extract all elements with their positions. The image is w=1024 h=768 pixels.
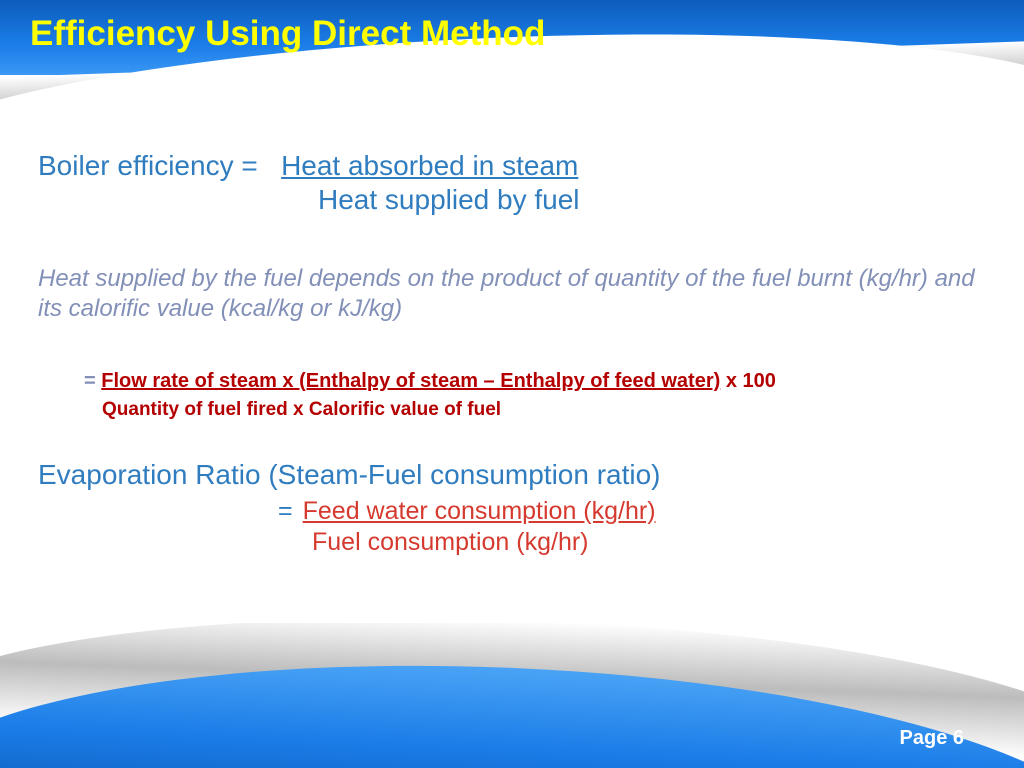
slide-title: Efficiency Using Direct Method: [30, 14, 545, 54]
evaporation-heading: Evaporation Ratio (Steam-Fuel consumptio…: [38, 459, 984, 491]
formula-numerator: Flow rate of steam x (Enthalpy of steam …: [101, 370, 720, 392]
boiler-eff-lhs: Boiler efficiency =: [38, 150, 258, 181]
slide-content: Boiler efficiency = Heat absorbed in ste…: [38, 150, 984, 557]
boiler-eff-line1: Boiler efficiency = Heat absorbed in ste…: [38, 150, 984, 182]
formula-block: = Flow rate of steam x (Enthalpy of stea…: [84, 370, 984, 421]
evap-denominator: Fuel consumption (kg/hr): [312, 528, 984, 557]
formula-numerator-line: = Flow rate of steam x (Enthalpy of stea…: [84, 370, 984, 393]
page-number: Page 6: [900, 727, 964, 750]
evap-equals: =: [278, 497, 293, 525]
formula-equals: =: [84, 370, 96, 392]
formula-denominator: Quantity of fuel fired x Calorific value…: [102, 399, 984, 421]
explanation-text: Heat supplied by the fuel depends on the…: [38, 264, 984, 324]
boiler-eff-numerator: Heat absorbed in steam: [281, 150, 578, 181]
footer-band: [0, 623, 1024, 768]
formula-tail: x 100: [720, 370, 776, 392]
boiler-eff-denominator: Heat supplied by fuel: [318, 184, 984, 216]
evaporation-eq-line1: = Feed water consumption (kg/hr): [278, 497, 984, 526]
evap-numerator: Feed water consumption (kg/hr): [303, 497, 656, 525]
